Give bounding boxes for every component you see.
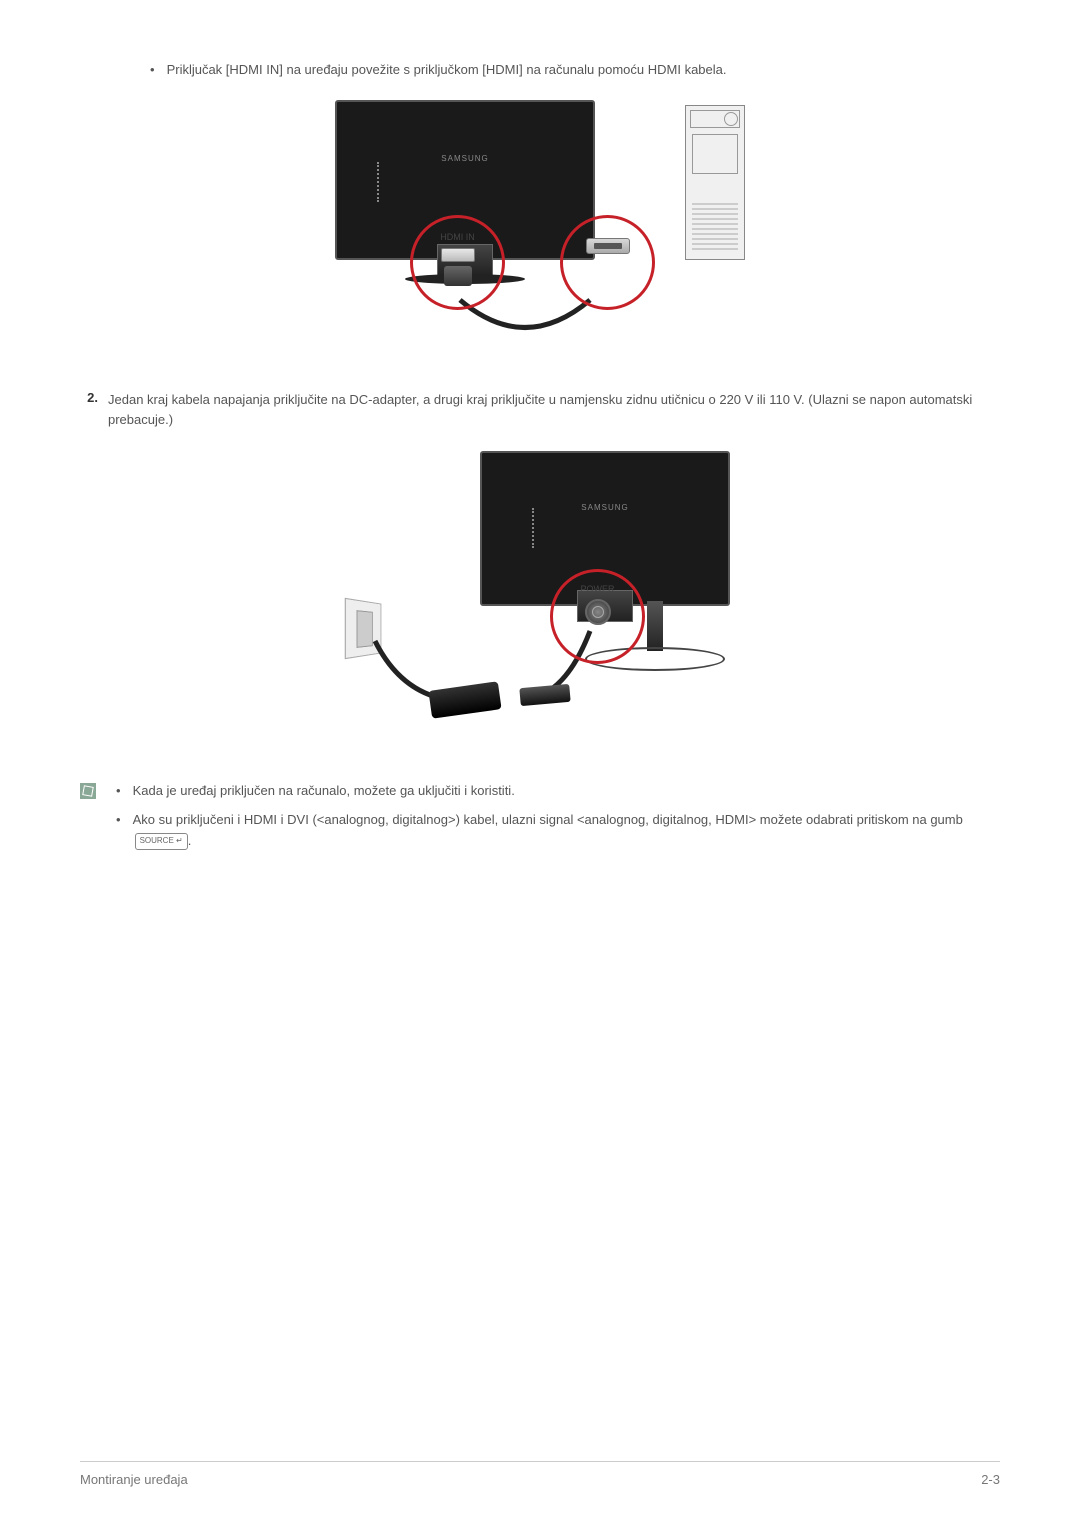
- power-callout: POWER: [550, 569, 645, 664]
- step-2-text: Jedan kraj kabela napajanja priključite …: [108, 390, 1000, 432]
- bullet-dot: •: [116, 810, 121, 831]
- figure-2-wrap: SAMSUNG POWER: [80, 451, 1000, 731]
- monitor2-ports-icon: [532, 508, 538, 548]
- footer-left: Montiranje uređaja: [80, 1472, 188, 1487]
- monitor2-brand: SAMSUNG: [581, 503, 628, 512]
- page-content: • Priključak [HDMI IN] na uređaju poveži…: [80, 60, 1000, 859]
- note-1-text: Kada je uređaj priključen na računalo, m…: [133, 781, 1000, 802]
- note-item-2: • Ako su priključeni i HDMI i DVI (<anal…: [106, 810, 1000, 852]
- pc-vents: [692, 203, 738, 253]
- pc-hdmi-port-icon: [586, 238, 630, 254]
- hdmi-in-callout: HDMI IN: [410, 215, 505, 310]
- step-2: 2. Jedan kraj kabela napajanja priključi…: [80, 390, 1000, 432]
- source-button-badge: SOURCE ↵: [135, 833, 188, 850]
- figure-1-wrap: SAMSUNG HDMI IN: [80, 100, 1000, 340]
- step-2-number: 2.: [80, 390, 98, 405]
- stand-neck-icon: [647, 601, 663, 651]
- power-label: POWER: [580, 584, 614, 594]
- hdmi-in-label: HDMI IN: [440, 232, 475, 242]
- pc-fan-icon: [724, 112, 738, 126]
- hdmi-plug-icon: [444, 266, 472, 286]
- note-icon: [80, 783, 96, 799]
- note-block: • Kada je uređaj priključen na računalo,…: [80, 781, 1000, 859]
- pc-io-panel: [692, 134, 738, 174]
- note-2-text: Ako su priključeni i HDMI i DVI (<analog…: [133, 810, 1000, 852]
- figure-2: SAMSUNG POWER: [325, 451, 755, 731]
- footer-right: 2-3: [981, 1472, 1000, 1487]
- note-2-text-b: .: [188, 833, 192, 848]
- pc-tower: [685, 105, 745, 260]
- bullet-dot: •: [116, 781, 121, 802]
- hdmi-pc-callout: [560, 215, 655, 310]
- note-item-1: • Kada je uređaj priključen na računalo,…: [106, 781, 1000, 802]
- figure-1: SAMSUNG HDMI IN: [325, 100, 755, 340]
- hdmi-connect-text: Priključak [HDMI IN] na uređaju povežite…: [167, 60, 727, 80]
- monitor-ports-icon: [377, 162, 383, 202]
- note-list: • Kada je uređaj priključen na računalo,…: [106, 781, 1000, 859]
- bullet-dot: •: [150, 60, 155, 80]
- page-footer: Montiranje uređaja 2-3: [80, 1461, 1000, 1487]
- power-port-icon: [585, 599, 611, 625]
- monitor-brand: SAMSUNG: [441, 154, 488, 163]
- note-2-text-a: Ako su priključeni i HDMI i DVI (<analog…: [133, 812, 963, 827]
- hdmi-connect-bullet: • Priključak [HDMI IN] na uređaju poveži…: [150, 60, 1000, 80]
- hdmi-port-icon: [441, 248, 475, 262]
